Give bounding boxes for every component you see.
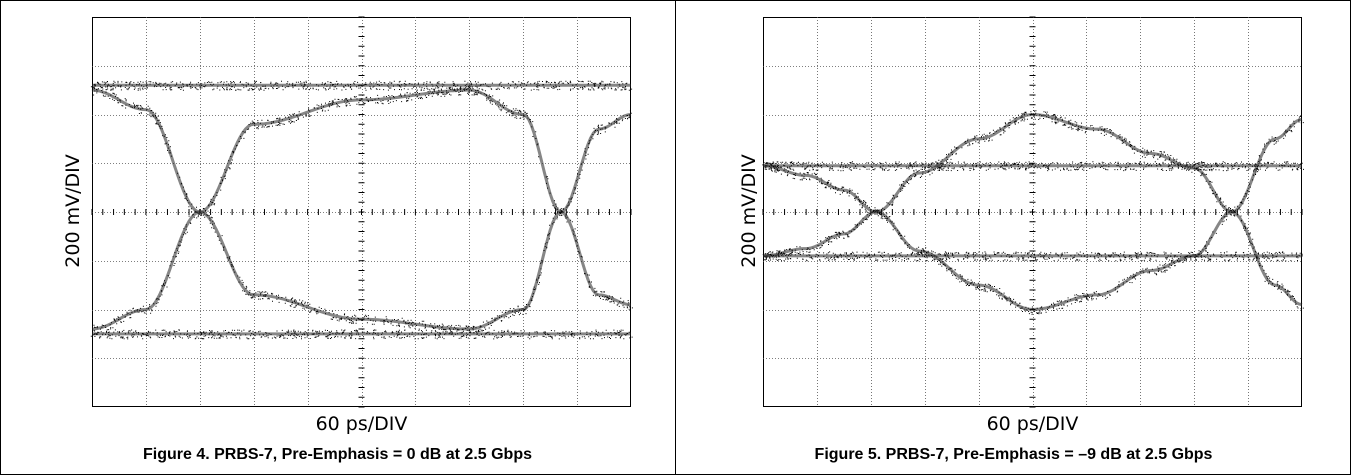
figure-5-panel: 200 mV/DIV 60 ps/DIV Figure 5. PRBS-7, P…: [676, 0, 1351, 475]
trace-line: [762, 112, 1303, 307]
trace-noise: [763, 161, 1304, 172]
trace-series-2: [762, 110, 1304, 310]
center-axes: [91, 16, 632, 408]
y-axis-label: 200 mV/DIV: [62, 154, 84, 268]
trace-noise: [92, 80, 633, 91]
trace-noise: [93, 86, 633, 334]
trace-series-3: [763, 161, 1304, 172]
figure-4-panel: 200 mV/DIV 60 ps/DIV Figure 4. PRBS-7, P…: [0, 0, 675, 475]
trace-series-4: [90, 329, 633, 340]
x-axis-label: 60 ps/DIV: [986, 413, 1079, 435]
y-axis-label: 200 mV/DIV: [738, 154, 760, 268]
trace-noise: [762, 116, 1304, 315]
figure-caption: Figure 4. PRBS-7, Pre-Emphasis = 0 dB at…: [142, 446, 532, 463]
trace-series-1: [762, 116, 1304, 315]
trace-line: [762, 117, 1303, 312]
trace-series-4: [763, 251, 1303, 262]
trace-series-3: [92, 80, 633, 91]
trace-line: [91, 88, 632, 331]
figure-caption: Figure 5. PRBS-7, Pre-Emphasis = –9 dB a…: [814, 446, 1213, 463]
eye-diagram-figure-4: [90, 16, 633, 408]
center-axes: [762, 16, 1303, 408]
panel-divider: [675, 0, 676, 475]
eye-diagram-figure-5: [762, 16, 1304, 408]
trace-series-1: [90, 86, 632, 334]
trace-series-2: [91, 86, 633, 334]
x-axis-label: 60 ps/DIV: [315, 413, 408, 435]
trace-noise: [90, 329, 633, 340]
trace-noise: [765, 251, 1303, 262]
